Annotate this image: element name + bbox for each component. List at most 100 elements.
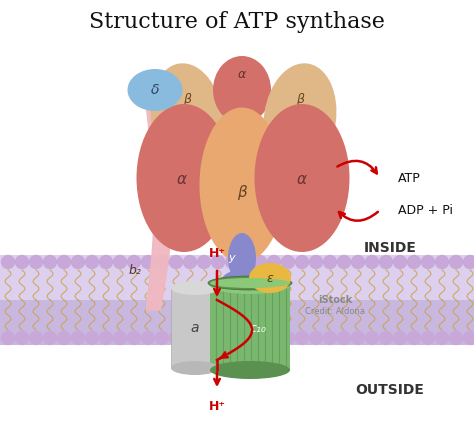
Ellipse shape xyxy=(171,361,219,375)
Ellipse shape xyxy=(127,255,141,269)
Ellipse shape xyxy=(421,331,435,345)
Ellipse shape xyxy=(351,331,365,345)
Ellipse shape xyxy=(99,255,113,269)
Ellipse shape xyxy=(183,331,197,345)
Text: α: α xyxy=(177,173,187,187)
Ellipse shape xyxy=(99,331,113,345)
Ellipse shape xyxy=(449,255,463,269)
Ellipse shape xyxy=(407,255,421,269)
Ellipse shape xyxy=(267,255,281,269)
Ellipse shape xyxy=(393,255,407,269)
Ellipse shape xyxy=(435,331,449,345)
Ellipse shape xyxy=(71,255,85,269)
Ellipse shape xyxy=(407,331,421,345)
Ellipse shape xyxy=(393,331,407,345)
Ellipse shape xyxy=(1,255,15,269)
Ellipse shape xyxy=(113,331,127,345)
Ellipse shape xyxy=(253,255,267,269)
Text: ε: ε xyxy=(266,271,273,284)
Ellipse shape xyxy=(463,331,474,345)
Bar xyxy=(210,285,290,370)
Text: y: y xyxy=(228,253,235,263)
Ellipse shape xyxy=(169,255,183,269)
Ellipse shape xyxy=(208,276,292,290)
Text: Structure of ATP synthase: Structure of ATP synthase xyxy=(89,11,385,33)
Ellipse shape xyxy=(281,331,295,345)
Text: b₂: b₂ xyxy=(128,264,141,277)
Ellipse shape xyxy=(435,255,449,269)
Ellipse shape xyxy=(137,104,231,252)
Bar xyxy=(171,288,219,368)
Text: β: β xyxy=(296,94,304,107)
Ellipse shape xyxy=(169,331,183,345)
Text: OUTSIDE: OUTSIDE xyxy=(356,383,424,397)
Ellipse shape xyxy=(15,255,29,269)
Ellipse shape xyxy=(43,331,57,345)
Ellipse shape xyxy=(351,255,365,269)
Text: β: β xyxy=(237,184,247,200)
Ellipse shape xyxy=(295,331,309,345)
Ellipse shape xyxy=(155,331,169,345)
Ellipse shape xyxy=(210,278,290,288)
Ellipse shape xyxy=(225,331,239,345)
Ellipse shape xyxy=(211,331,225,345)
Text: Credit: Aldona: Credit: Aldona xyxy=(305,308,365,316)
Ellipse shape xyxy=(127,331,141,345)
Ellipse shape xyxy=(323,331,337,345)
Ellipse shape xyxy=(183,255,197,269)
Ellipse shape xyxy=(239,255,253,269)
Ellipse shape xyxy=(337,331,351,345)
Ellipse shape xyxy=(365,331,379,345)
Ellipse shape xyxy=(43,255,57,269)
Ellipse shape xyxy=(323,255,337,269)
Ellipse shape xyxy=(141,331,155,345)
Ellipse shape xyxy=(225,255,239,269)
Ellipse shape xyxy=(1,331,15,345)
Ellipse shape xyxy=(29,331,43,345)
Ellipse shape xyxy=(57,331,71,345)
Ellipse shape xyxy=(71,331,85,345)
Ellipse shape xyxy=(222,270,262,290)
Text: a: a xyxy=(191,321,199,335)
Ellipse shape xyxy=(264,63,337,173)
Bar xyxy=(0,300,474,345)
Ellipse shape xyxy=(449,331,463,345)
Ellipse shape xyxy=(210,276,290,294)
Ellipse shape xyxy=(128,69,182,111)
Ellipse shape xyxy=(85,331,99,345)
Ellipse shape xyxy=(222,137,262,159)
Ellipse shape xyxy=(155,255,169,269)
Text: ATP: ATP xyxy=(398,171,421,184)
Ellipse shape xyxy=(309,331,323,345)
Ellipse shape xyxy=(239,331,253,345)
Text: β: β xyxy=(183,94,191,107)
Ellipse shape xyxy=(379,331,393,345)
Ellipse shape xyxy=(151,63,223,173)
Ellipse shape xyxy=(113,255,127,269)
Ellipse shape xyxy=(309,255,323,269)
Ellipse shape xyxy=(228,233,256,283)
Text: α: α xyxy=(238,69,246,81)
Text: iStock: iStock xyxy=(318,295,352,305)
Ellipse shape xyxy=(171,281,219,295)
Ellipse shape xyxy=(213,56,271,124)
Ellipse shape xyxy=(267,331,281,345)
Ellipse shape xyxy=(85,255,99,269)
Ellipse shape xyxy=(255,104,349,252)
Polygon shape xyxy=(145,90,172,310)
Text: c₁₀: c₁₀ xyxy=(250,322,266,334)
Ellipse shape xyxy=(295,255,309,269)
Text: α: α xyxy=(297,173,307,187)
Ellipse shape xyxy=(57,255,71,269)
Ellipse shape xyxy=(200,108,284,263)
Ellipse shape xyxy=(365,255,379,269)
Ellipse shape xyxy=(29,255,43,269)
Text: ADP + Pi: ADP + Pi xyxy=(398,204,453,216)
Text: δ: δ xyxy=(151,83,159,97)
Ellipse shape xyxy=(421,255,435,269)
Ellipse shape xyxy=(463,255,474,269)
Bar xyxy=(0,255,474,345)
Ellipse shape xyxy=(337,255,351,269)
Ellipse shape xyxy=(249,263,291,293)
Ellipse shape xyxy=(379,255,393,269)
